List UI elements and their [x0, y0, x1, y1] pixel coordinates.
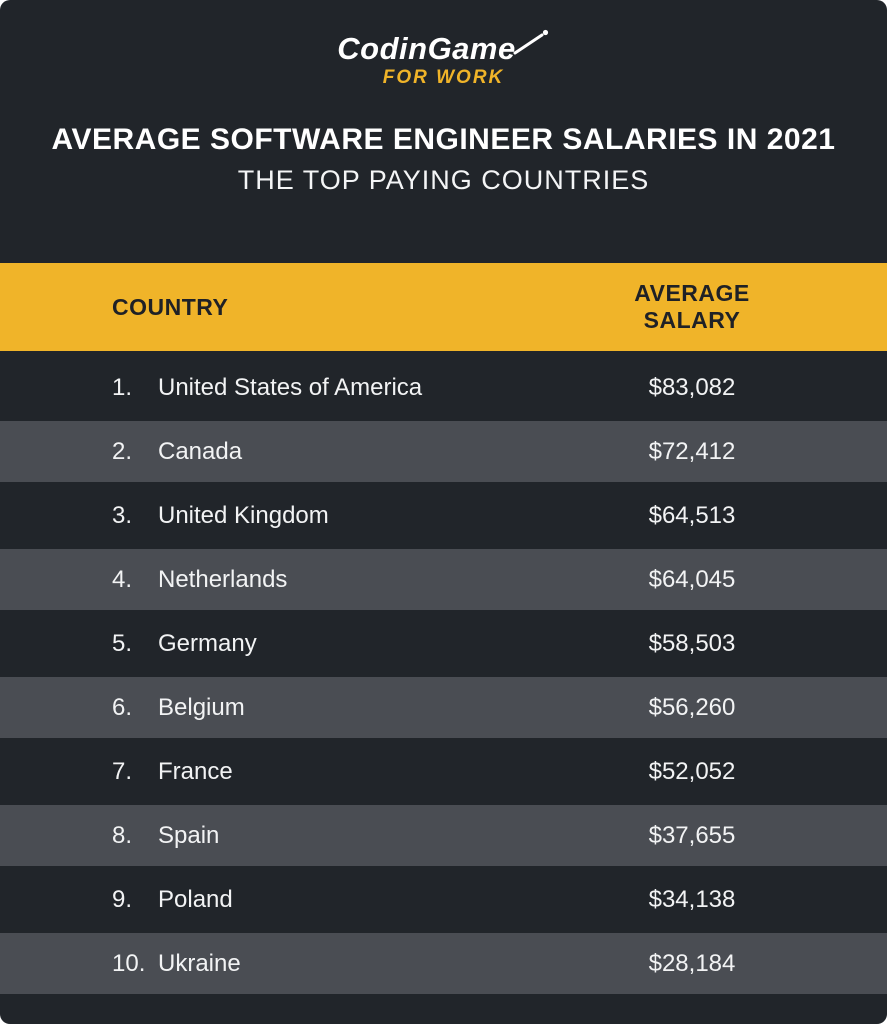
row-salary: $28,184: [648, 949, 736, 977]
codingame-logo: CodinGame FOR WORK: [337, 29, 549, 89]
table-row: 3. United Kingdom $64,513: [0, 485, 887, 546]
row-salary: $64,513: [648, 501, 736, 529]
row-rank: 10.: [112, 949, 146, 977]
table-row: 7. France $52,052: [0, 741, 887, 802]
logo-wordmark: CodinGame: [337, 29, 549, 66]
row-country: Netherlands: [158, 565, 288, 593]
swoosh-dot-icon: [513, 29, 548, 55]
logo-tagline: FOR WORK: [382, 67, 505, 89]
row-rank: 3.: [112, 501, 133, 529]
table-row: 9. Poland $34,138: [0, 869, 887, 930]
table-row: 4. Netherlands $64,045: [0, 546, 887, 613]
row-salary: $56,260: [648, 693, 736, 721]
column-header-salary: AVERAGE SALARY: [634, 280, 750, 333]
table-row: 5. Germany $58,503: [0, 613, 887, 674]
row-salary: $34,138: [648, 885, 736, 913]
row-salary: $58,503: [648, 629, 736, 657]
row-rank: 9.: [112, 885, 133, 913]
table-row: 1. United States of America $83,082: [0, 357, 887, 418]
row-salary: $64,045: [648, 565, 736, 593]
row-country: France: [158, 757, 233, 785]
row-rank: 2.: [112, 437, 133, 465]
row-rank: 7.: [112, 757, 133, 785]
row-country: Belgium: [158, 693, 245, 721]
table-row: 10. Ukraine $28,184: [0, 930, 887, 997]
table-row: 2. Canada $72,412: [0, 418, 887, 485]
table-row: 8. Spain $37,655: [0, 802, 887, 869]
row-rank: 4.: [112, 565, 133, 593]
logo-brand-text: CodinGame: [337, 31, 516, 66]
row-country: Ukraine: [158, 949, 241, 977]
row-salary: $83,082: [648, 373, 736, 401]
row-country: United States of America: [158, 373, 423, 401]
row-country: Spain: [158, 821, 220, 849]
row-rank: 1.: [112, 373, 133, 401]
row-salary: $52,052: [648, 757, 736, 785]
table-row: 6. Belgium $56,260: [0, 674, 887, 741]
table-body: 1. United States of America $83,082 2. Canad…: [0, 351, 887, 997]
row-rank: 5.: [112, 629, 133, 657]
row-salary: $37,655: [648, 821, 736, 849]
table-header: COUNTRY AVERAGE SALARY: [0, 263, 887, 351]
page-title: AVERAGE SOFTWARE ENGINEER SALARIES IN 20…: [51, 123, 836, 157]
row-rank: 8.: [112, 821, 133, 849]
row-country: Canada: [158, 437, 243, 465]
page-subtitle: THE TOP PAYING COUNTRIES: [237, 165, 650, 196]
header-section: CodinGame FOR WORK AVERAGE SOFTWARE ENGI…: [0, 0, 887, 263]
row-salary: $72,412: [648, 437, 736, 465]
column-header-country: COUNTRY: [112, 293, 229, 320]
row-country: Poland: [158, 885, 233, 913]
row-rank: 6.: [112, 693, 133, 721]
row-country: Germany: [158, 629, 257, 657]
row-country: United Kingdom: [158, 501, 329, 529]
